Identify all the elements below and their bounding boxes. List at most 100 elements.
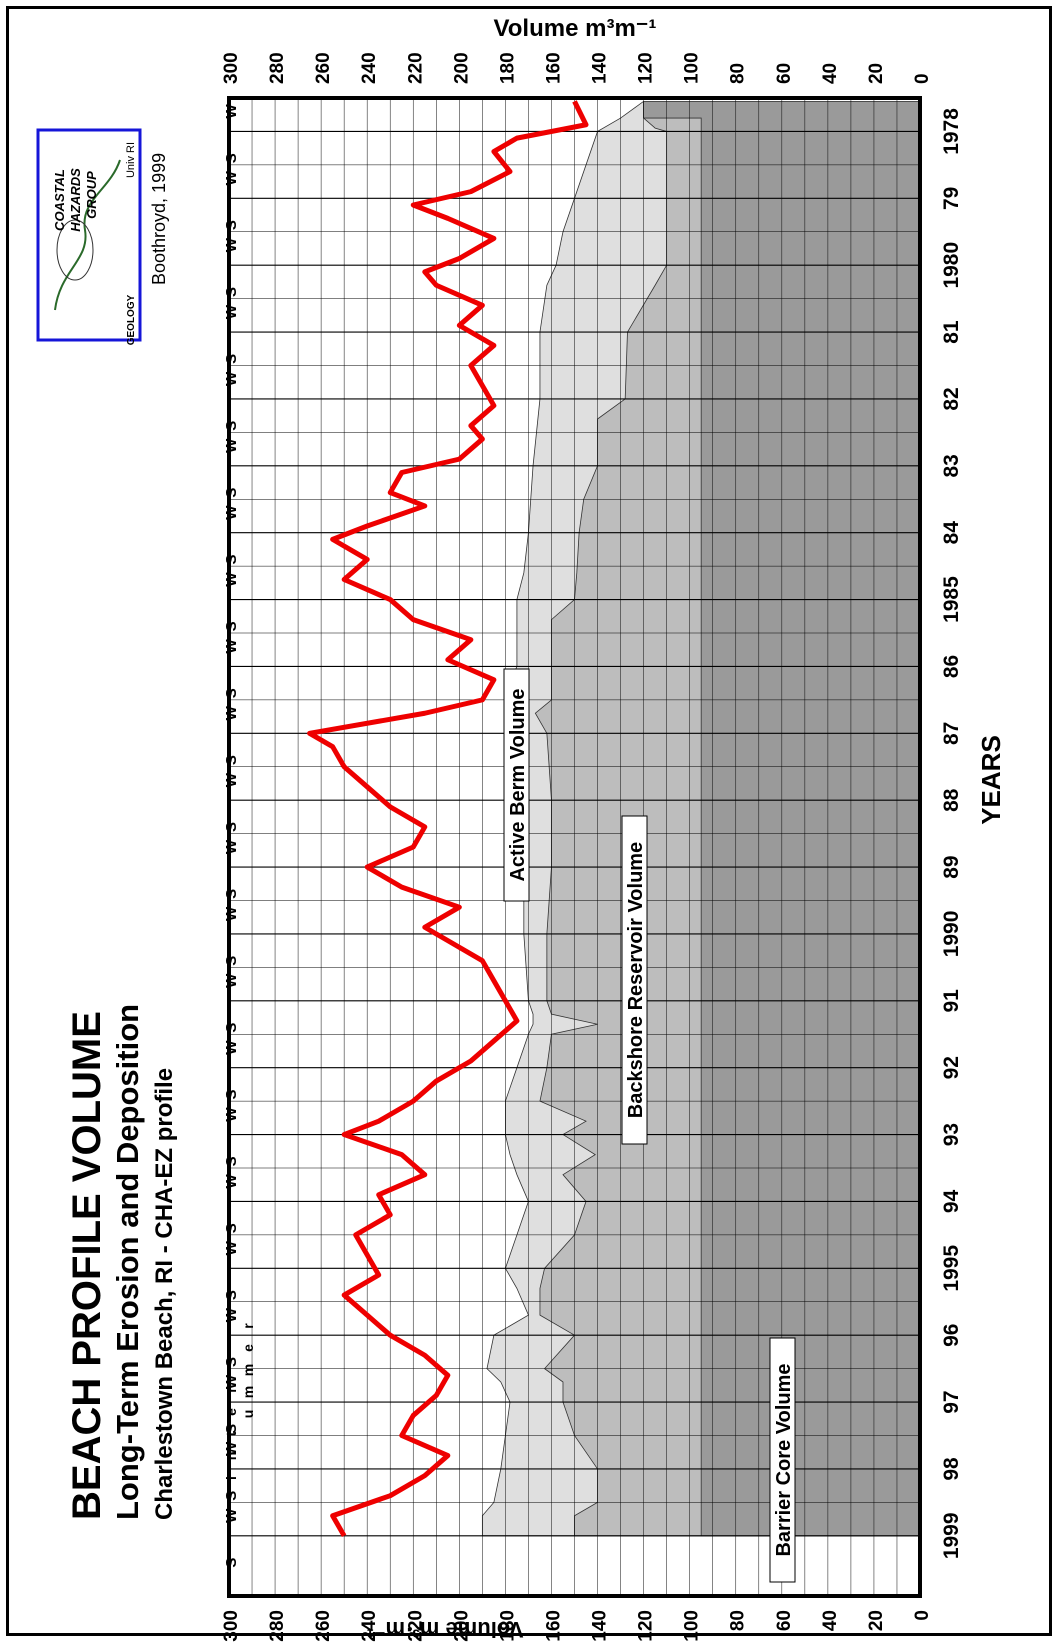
tick-label-volume-top: 0	[912, 73, 933, 84]
tick-label-year: 96	[940, 1324, 963, 1347]
credit-text: Boothroyd, 1999	[149, 153, 169, 285]
season-mark-winter: W	[223, 1107, 240, 1122]
tick-label-volume-bottom: 200	[451, 1610, 472, 1642]
tick-label-year: 89	[940, 855, 963, 878]
tick-label-year: 79	[940, 187, 963, 210]
season-mark-winter: W	[223, 304, 240, 319]
season-mark-summer: S	[223, 1223, 240, 1233]
profile-series	[307, 100, 589, 1538]
tick-label-volume-top: 20	[866, 63, 887, 84]
label-barrier-core-volume-text: Barrier Core Volume	[773, 1363, 795, 1556]
tick-label-year: 92	[940, 1056, 963, 1079]
tick-label-volume-bottom: 300	[221, 1610, 242, 1642]
tick-label-year: 1985	[940, 576, 963, 623]
x-axis-label: YEARS	[976, 735, 1006, 825]
season-mark-winter: W	[223, 103, 240, 118]
season-mark-winter: W	[223, 572, 240, 587]
season-legend-summer-letter: u	[240, 1410, 256, 1419]
season-mark-winter: W	[223, 1040, 240, 1055]
season-mark-summer: S	[223, 1558, 240, 1568]
season-legend-winter-letter: e	[223, 1408, 239, 1416]
season-mark-summer: S	[223, 1424, 240, 1434]
season-legend-summer-letter: r	[240, 1323, 256, 1329]
coastal-hazards-logo: COASTAL HAZARDS GROUP Univ RI GEOLOGY	[36, 128, 142, 345]
y-axis-label-bottom: Volume m³·m⁻¹	[367, 1617, 524, 1642]
chart-subtitle: Long-Term Erosion and Deposition	[110, 1004, 145, 1520]
tick-label-volume-top: 220	[405, 52, 426, 84]
tick-label-volume-bottom: 60	[774, 1610, 795, 1631]
label-active-berm-volume: Active Berm Volume	[503, 668, 530, 902]
tick-label-year: 97	[940, 1390, 963, 1413]
tick-label-volume-top: 240	[359, 52, 380, 84]
season-mark-summer: S	[223, 153, 240, 163]
tick-label-volume-top: 100	[682, 52, 703, 84]
season-mark-winter: W	[223, 638, 240, 653]
tick-label-volume-bottom: 80	[728, 1610, 749, 1631]
season-mark-winter: W	[223, 772, 240, 787]
tick-label-year: 93	[940, 1123, 963, 1146]
tick-label-volume-bottom: 140	[590, 1610, 611, 1642]
tick-label-year: 91	[940, 989, 963, 1013]
logo-map-icon	[56, 219, 94, 281]
tick-label-volume-top: 80	[728, 63, 749, 84]
season-mark-summer: S	[223, 621, 240, 631]
tick-label-volume-bottom: 260	[313, 1610, 334, 1642]
tick-label-volume-top: 140	[590, 52, 611, 84]
season-mark-summer: S	[223, 1023, 240, 1033]
season-mark-summer: S	[223, 956, 240, 966]
label-backshore-reservoir-volume-text: Backshore Reservoir Volume	[625, 842, 647, 1118]
tick-label-volume-top: 280	[267, 52, 288, 84]
tick-label-volume-top: 260	[313, 52, 334, 84]
figure-frame	[6, 6, 1052, 1636]
tick-label-volume-top: 60	[774, 63, 795, 84]
season-mark-winter: W	[223, 170, 240, 185]
season-mark-summer: S	[223, 220, 240, 230]
tick-label-volume-bottom: 0	[912, 1610, 933, 1621]
season-mark-summer: S	[223, 287, 240, 297]
y-axis-label-top: Volume m³m⁻¹	[494, 15, 657, 42]
season-mark-summer: S	[223, 889, 240, 899]
tick-label-volume-bottom: 120	[636, 1610, 657, 1642]
season-legend-winter-letter: t	[223, 1431, 239, 1436]
tick-label-volume-top: 200	[451, 52, 472, 84]
tick-label-year: 1995	[940, 1245, 963, 1292]
tick-label-volume-top: 120	[636, 52, 657, 84]
season-mark-summer: S	[223, 554, 240, 564]
label-barrier-core-volume: Barrier Core Volume	[769, 1337, 796, 1583]
logo-text-coastal: COASTAL	[52, 169, 67, 231]
season-legend-winter-letter: r	[223, 1387, 239, 1393]
tick-label-volume-top: 160	[543, 52, 564, 84]
logo-text-group: GROUP	[84, 171, 99, 219]
label-active-berm-volume-text: Active Berm Volume	[507, 688, 529, 881]
label-active-berm-volume-box	[503, 668, 530, 902]
label-barrier-core-volume-box	[769, 1337, 796, 1583]
tick-label-volume-bottom: 180	[497, 1610, 518, 1642]
tick-label-volume-bottom: 20	[866, 1610, 887, 1631]
tick-label-volume-top: 180	[497, 52, 518, 84]
season-legend-winter-letter: i	[223, 1476, 239, 1480]
tick-label-volume-bottom: 160	[543, 1610, 564, 1642]
logo-text-geology: GEOLOGY	[126, 294, 137, 345]
logo-coastline-icon	[54, 159, 121, 311]
season-mark-winter: W	[223, 237, 240, 252]
season-mark-winter: W	[223, 1240, 240, 1255]
tick-label-year: 87	[940, 722, 963, 745]
tick-label-year: 1978	[940, 108, 963, 155]
season-mark-summer: S	[223, 1357, 240, 1367]
tick-label-year: 98	[940, 1457, 963, 1481]
season-mark-summer: S	[223, 354, 240, 364]
tick-label-year: 84	[940, 521, 963, 545]
season-mark-winter: W	[223, 371, 240, 386]
season-mark-winter: W	[223, 1374, 240, 1389]
season-legend-summer-letter: m	[240, 1386, 256, 1398]
season-legend-winter-letter: n	[223, 1452, 239, 1461]
label-backshore-reservoir-volume: Backshore Reservoir Volume	[621, 815, 648, 1145]
tick-label-year: 1990	[940, 911, 963, 958]
tick-label-year: 86	[940, 655, 963, 678]
season-mark-winter: W	[223, 906, 240, 921]
tick-label-year: 88	[940, 788, 963, 812]
tick-label-volume-bottom: 280	[267, 1610, 288, 1642]
season-mark-summer: S	[223, 488, 240, 498]
season-mark-winter: W	[223, 973, 240, 988]
